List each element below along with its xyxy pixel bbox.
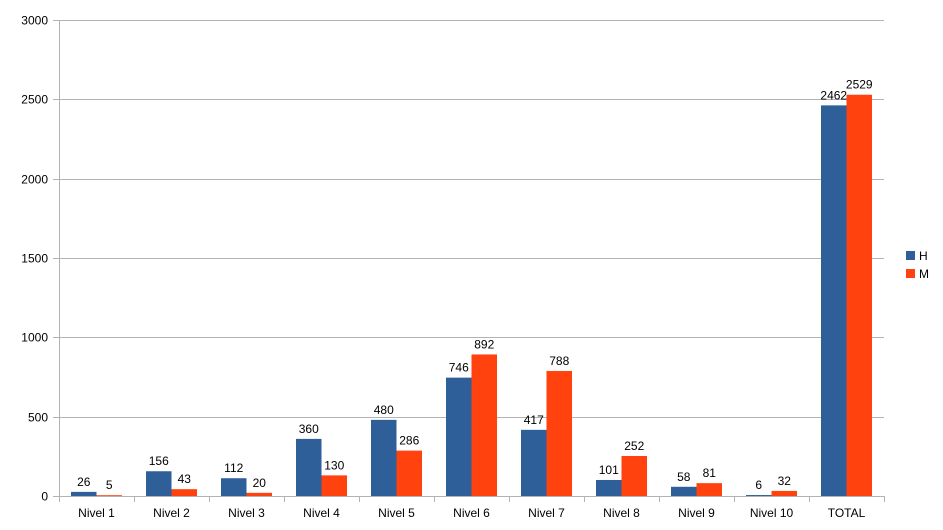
data-label: 58 xyxy=(677,470,691,484)
data-label: 417 xyxy=(524,413,544,427)
x-tick-label: Nivel 3 xyxy=(228,506,265,520)
y-axis-ticks: 0 500 1000 1500 2000 2500 3000 xyxy=(21,14,59,504)
data-label: 20 xyxy=(253,476,267,490)
data-label: 130 xyxy=(324,458,344,472)
data-label: 286 xyxy=(399,434,419,448)
bar-M-nivel-10 xyxy=(771,490,797,496)
data-label: 26 xyxy=(77,475,91,489)
bar-M-nivel-6 xyxy=(471,354,497,496)
y-tick-label: 2500 xyxy=(21,93,48,107)
x-tick-label: Nivel 5 xyxy=(378,506,415,520)
data-label: 892 xyxy=(474,337,494,351)
gridlines xyxy=(59,20,884,497)
y-tick-label: 1500 xyxy=(21,252,48,266)
legend-label-H: H xyxy=(919,249,928,263)
legend: HM xyxy=(906,249,929,281)
data-label: 480 xyxy=(374,403,394,417)
bars xyxy=(71,94,872,497)
data-label: 32 xyxy=(778,474,792,488)
data-label: 101 xyxy=(599,463,619,477)
data-label: 252 xyxy=(624,439,644,453)
y-tick-label: 1000 xyxy=(21,331,48,345)
bar-H-nivel-7 xyxy=(521,429,547,496)
data-label: 2462 xyxy=(820,88,847,102)
axes xyxy=(59,20,884,502)
bar-H-nivel-6 xyxy=(446,377,472,496)
bar-H-nivel-1 xyxy=(71,491,97,496)
data-label: 2529 xyxy=(846,78,873,92)
data-label: 360 xyxy=(299,422,319,436)
data-label: 5 xyxy=(106,478,113,492)
x-tick-label: TOTAL xyxy=(828,506,866,520)
bar-H-total xyxy=(821,105,847,496)
bar-M-total xyxy=(846,94,872,497)
data-label: 112 xyxy=(224,461,243,475)
data-label: 81 xyxy=(703,466,717,480)
x-axis-ticks: Nivel 1 Nivel 2 Nivel 3 Nivel 4 Nivel 5 Nivel… xyxy=(59,496,885,520)
bar-H-nivel-2 xyxy=(146,471,172,496)
data-label: 156 xyxy=(149,454,169,468)
x-tick-label: Nivel 10 xyxy=(750,506,794,520)
data-label: 788 xyxy=(549,354,569,368)
bar-M-nivel-9 xyxy=(696,483,722,496)
data-label: 746 xyxy=(449,361,469,375)
legend-label-M: M xyxy=(919,267,929,281)
x-tick-label: Nivel 4 xyxy=(303,506,340,520)
bar-H-nivel-3 xyxy=(221,478,247,496)
bar-M-nivel-1 xyxy=(96,495,122,496)
x-tick-label: Nivel 9 xyxy=(678,506,715,520)
bar-H-nivel-8 xyxy=(596,479,622,496)
y-tick-label: 0 xyxy=(41,490,48,504)
bar-M-nivel-7 xyxy=(546,370,572,496)
bar-H-nivel-10 xyxy=(746,495,772,496)
x-tick-label: Nivel 8 xyxy=(603,506,640,520)
x-tick-label: Nivel 7 xyxy=(528,506,565,520)
y-tick-label: 500 xyxy=(28,411,48,425)
bar-M-nivel-4 xyxy=(321,475,347,496)
y-tick-label: 3000 xyxy=(21,14,48,28)
y-tick-label: 2000 xyxy=(21,173,48,187)
bar-H-nivel-4 xyxy=(296,438,322,496)
x-tick-label: Nivel 2 xyxy=(153,506,190,520)
bar-M-nivel-5 xyxy=(396,450,422,496)
legend-swatch-H xyxy=(906,251,915,260)
bar-M-nivel-2 xyxy=(171,489,197,496)
legend-swatch-M xyxy=(906,269,915,278)
bar-H-nivel-5 xyxy=(371,419,397,496)
x-tick-label: Nivel 6 xyxy=(453,506,490,520)
data-label: 6 xyxy=(755,478,762,492)
bar-M-nivel-3 xyxy=(246,492,272,496)
x-tick-label: Nivel 1 xyxy=(78,506,115,520)
data-labels: 26 156 112 360 480 746 417 101 58 6 2462 5 43 20 130 28… xyxy=(77,78,873,492)
bar-H-nivel-9 xyxy=(671,486,697,496)
bar-M-nivel-8 xyxy=(621,456,647,496)
data-label: 43 xyxy=(178,472,192,486)
